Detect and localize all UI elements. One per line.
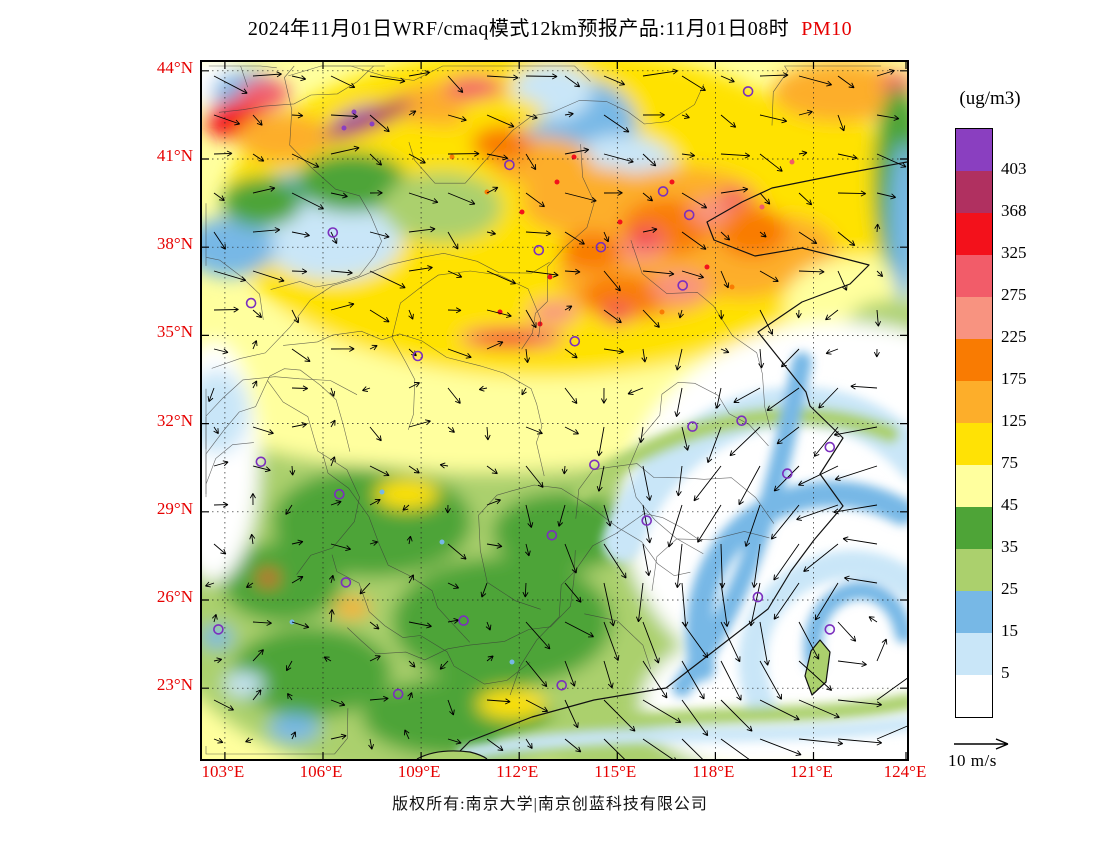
colorbar-band <box>956 465 992 507</box>
lon-tick-label: 103°E <box>201 762 245 781</box>
colorbar <box>955 128 993 718</box>
colorbar-band <box>956 633 992 675</box>
colorbar-tick-label: 35 <box>1001 537 1018 556</box>
colorbar-band <box>956 423 992 465</box>
colorbar-tick-label: 275 <box>1001 285 1027 304</box>
colorbar-tick-label: 45 <box>1001 495 1018 514</box>
hainan-island <box>416 750 488 759</box>
lat-tick-label: 23°N <box>156 675 193 695</box>
longitude-axis: 103°E 106°E 109°E 112°E 115°E 118°E 121°E 124°E <box>200 760 927 786</box>
colorbar-tick-label: 225 <box>1001 327 1027 346</box>
title-main: 2024年11月01日WRF/cmaq模式12km预报产品:11月01日08时 <box>247 18 790 40</box>
colorbar-tick-label: 175 <box>1001 369 1027 388</box>
lat-tick-label: 41°N <box>156 146 193 166</box>
lon-tick-label: 112°E <box>496 762 539 781</box>
colorbar-tick-label: 25 <box>1001 579 1018 598</box>
colorbar-band <box>956 339 992 381</box>
wind-reference-arrow-icon <box>954 738 1009 750</box>
colorbar-band <box>956 255 992 297</box>
colorbar-band <box>956 549 992 591</box>
wind-reference: 10 m/s <box>948 736 1038 771</box>
colorbar-tick-label: 368 <box>1001 201 1027 220</box>
title-pollutant: PM10 <box>801 18 853 40</box>
latitude-axis: 44°N 41°N 38°N 35°N 32°N 29°N 26°N 23°N <box>0 57 193 757</box>
colorbar-band <box>956 507 992 549</box>
wind-reference-label: 10 m/s <box>948 751 997 770</box>
copyright-footer: 版权所有:南京大学|南京创蓝科技有限公司 <box>392 796 708 813</box>
colorbar-band <box>956 381 992 423</box>
wind-vectors <box>205 68 907 759</box>
frame-ticks <box>202 62 907 759</box>
colorbar-band <box>956 297 992 339</box>
colorbar-unit-label: (ug/m3) <box>959 88 1021 109</box>
lat-tick-label: 44°N <box>156 57 193 77</box>
lat-tick-label: 38°N <box>156 234 193 254</box>
colorbar-tick-label: 5 <box>1001 663 1010 682</box>
lon-tick-label: 115°E <box>594 762 637 781</box>
colorbar-band <box>956 129 992 171</box>
coastline <box>416 161 907 759</box>
lat-tick-label: 29°N <box>156 498 193 518</box>
lat-tick-label: 26°N <box>156 587 193 607</box>
colorbar-tick-label: 15 <box>1001 621 1018 640</box>
colorbar-band <box>956 171 992 213</box>
lon-tick-label: 124°E <box>883 762 927 781</box>
gridlines <box>202 62 907 759</box>
lat-tick-label: 35°N <box>156 322 193 342</box>
colorbar-tick-label: 125 <box>1001 411 1027 430</box>
forecast-map <box>202 62 907 759</box>
lon-tick-label: 106°E <box>299 762 343 781</box>
lon-tick-label: 121°E <box>790 762 833 781</box>
map-frame <box>200 60 909 761</box>
colorbar-band <box>956 675 992 717</box>
colorbar-tick-label: 403 <box>1001 159 1027 178</box>
colorbar-tick-label: 75 <box>1001 453 1018 472</box>
lat-tick-label: 32°N <box>156 410 193 430</box>
province-borders <box>205 65 882 755</box>
station-markers <box>213 86 836 700</box>
taiwan-island <box>804 639 831 696</box>
page-title: 2024年11月01日WRF/cmaq模式12km预报产品:11月01日08时 P… <box>0 12 1100 41</box>
lon-tick-label: 109°E <box>397 762 441 781</box>
colorbar-tick-label: 325 <box>1001 243 1027 262</box>
colorbar-band <box>956 591 992 633</box>
lon-tick-label: 118°E <box>692 762 735 781</box>
colorbar-band <box>956 213 992 255</box>
